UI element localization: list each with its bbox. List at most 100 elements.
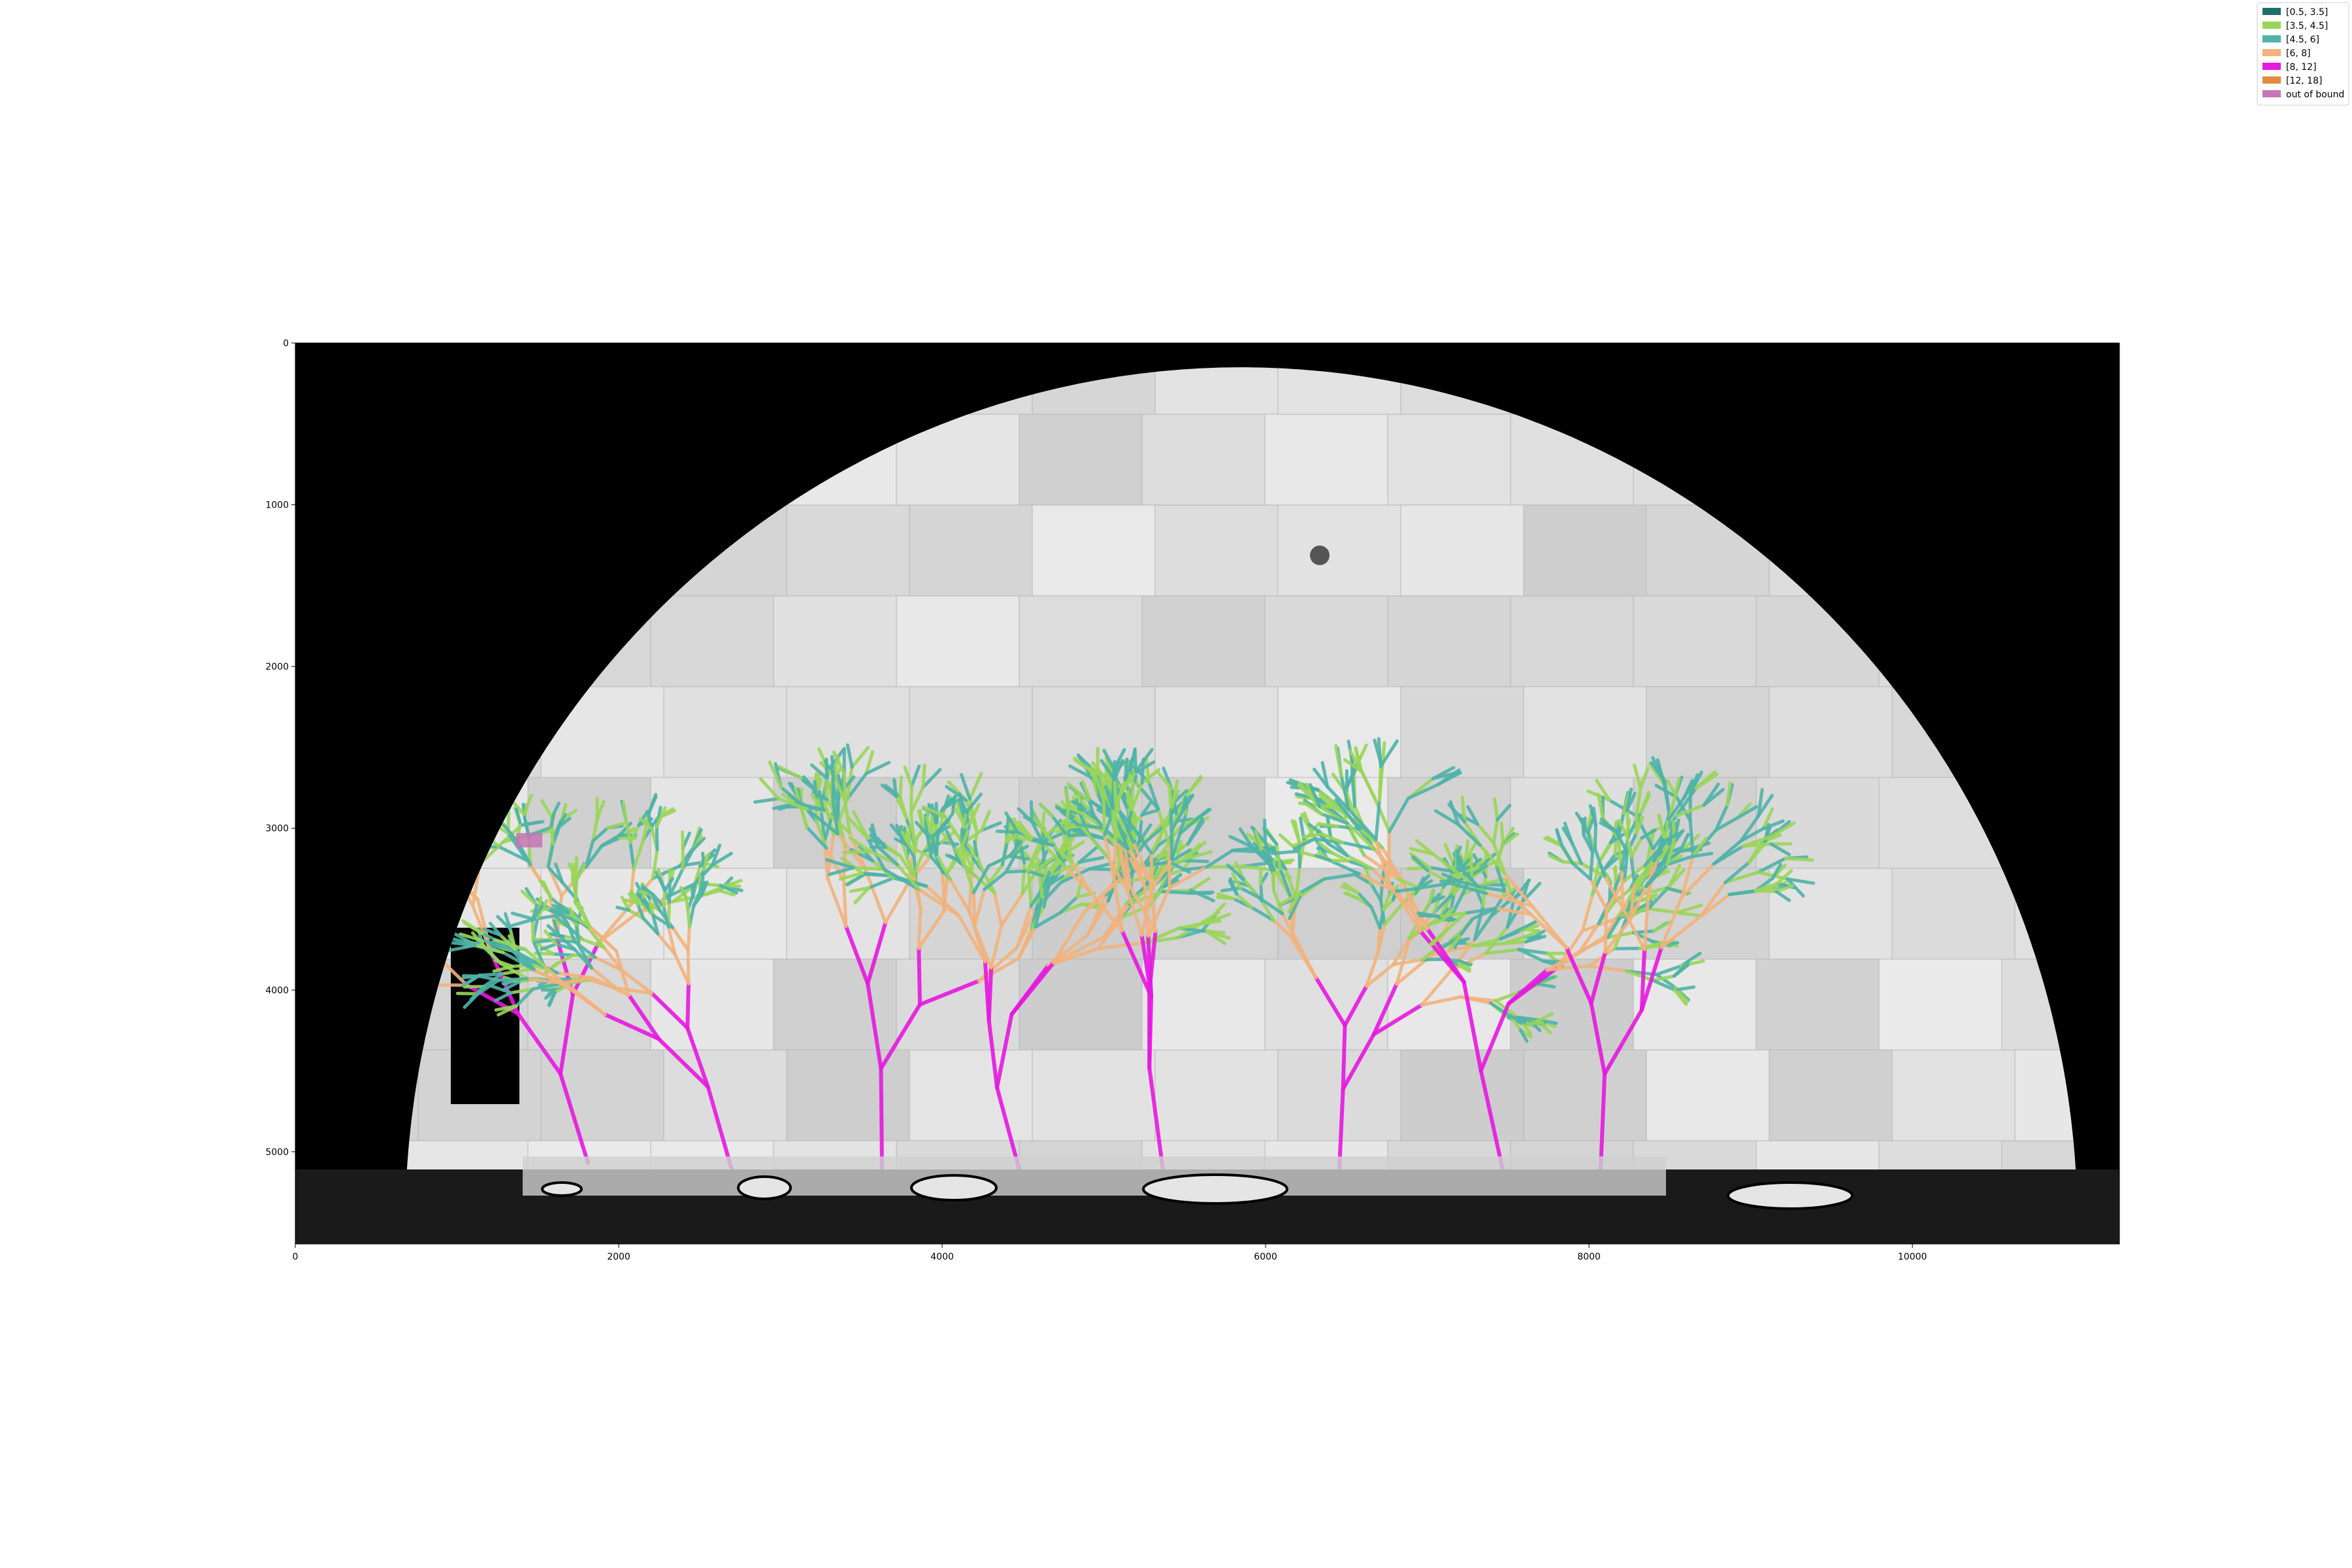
hypha-segment — [1226, 863, 1246, 881]
hypha-segment — [1526, 1021, 1544, 1026]
legend-label: [4.5, 6] — [2286, 35, 2319, 45]
hypha-segment — [992, 891, 1004, 928]
legend-swatch — [2262, 63, 2281, 70]
hypha-segment — [983, 870, 1008, 891]
hypha-segment — [1642, 893, 1650, 951]
hypha-segment — [536, 899, 549, 920]
hypha-segment — [1035, 855, 1056, 872]
hypha-segment — [566, 911, 592, 928]
hypha-segment — [879, 1066, 884, 1171]
hypha-segment — [909, 785, 925, 815]
hypha-segment — [620, 896, 631, 912]
hypha-segment — [1640, 828, 1657, 840]
hypha-segment — [813, 779, 819, 800]
hypha-segment — [1231, 872, 1242, 890]
legend-label: [8, 12] — [2286, 62, 2317, 73]
hypha-segment — [958, 798, 966, 821]
hypha-segment — [1017, 807, 1034, 823]
hypha-segment — [1365, 962, 1396, 988]
hypha-segment — [1051, 843, 1074, 865]
hypha-segment — [686, 907, 691, 928]
hypha-segment — [662, 905, 670, 929]
mosaic-tile — [2138, 1050, 2261, 1141]
hypha-segment — [1181, 794, 1194, 814]
hypha-segment — [1260, 899, 1275, 923]
hypha-segment — [1756, 857, 1788, 874]
hypha-segment — [501, 951, 536, 972]
mosaic-tile — [1277, 504, 1401, 596]
hypha-segment — [1022, 851, 1041, 872]
hypha-segment — [1344, 810, 1362, 831]
hypha-segment — [1599, 1071, 1607, 1171]
hypha-segment — [464, 973, 482, 986]
hypha-segment — [1205, 912, 1232, 924]
hypha-segment — [1466, 805, 1479, 826]
hypha-segment — [650, 894, 662, 913]
hypha-segment — [838, 871, 864, 881]
mosaic-tile — [787, 1232, 909, 1322]
hypha-segment — [1238, 827, 1254, 849]
hypha-segment — [1277, 891, 1301, 907]
hypha-segment — [1319, 812, 1349, 825]
hypha-segment — [706, 1085, 734, 1171]
hypha-segment — [1570, 840, 1584, 866]
hypha-segment — [1147, 929, 1158, 994]
hypha-segment — [1149, 825, 1167, 855]
hypha-segment — [1081, 779, 1092, 802]
hypha-segment — [574, 879, 578, 905]
hypha-segment — [1113, 777, 1118, 809]
mosaic-tile — [663, 686, 787, 778]
hypha-segment — [1663, 779, 1671, 815]
hypha-segment — [559, 803, 568, 821]
hypha-segment — [580, 938, 606, 949]
hypha-segment — [662, 888, 667, 909]
hypha-segment — [1431, 766, 1456, 781]
hypha-segment — [1271, 888, 1284, 916]
hypha-segment — [1622, 907, 1646, 951]
hypha-segment — [702, 854, 709, 872]
dark-spot — [1310, 546, 1330, 565]
hypha-segment — [927, 802, 938, 825]
hypha-segment — [1503, 889, 1533, 916]
x-tick-label: 6000 — [1254, 1252, 1277, 1262]
hypha-segment — [591, 826, 610, 843]
hypha-segment — [945, 830, 956, 848]
hypha-segment — [1603, 1008, 1644, 1076]
hypha-segment — [488, 921, 502, 937]
hypha-segment — [909, 845, 933, 859]
hypha-segment — [1100, 759, 1117, 781]
hypha-segment — [911, 851, 925, 878]
mosaic-tile — [909, 1049, 1033, 1141]
hypha-segment — [895, 862, 921, 892]
hypha-segment — [759, 777, 781, 800]
hypha-segment — [1156, 771, 1173, 791]
hypha-segment — [1524, 929, 1546, 944]
hypha-segment — [1058, 895, 1079, 915]
hypha-segment — [1317, 841, 1333, 855]
hypha-segment — [973, 874, 996, 895]
hypha-segment — [777, 796, 809, 811]
hypha-segment — [1409, 847, 1435, 856]
hypha-segment — [1342, 882, 1360, 894]
hypha-segment — [1017, 925, 1037, 960]
hypha-segment — [493, 938, 510, 945]
hypha-segment — [1478, 1002, 1511, 1073]
mosaic-tile — [1019, 414, 1143, 506]
hypha-segment — [494, 1004, 518, 1012]
hypha-segment — [1595, 778, 1611, 802]
hypha-segment — [620, 969, 654, 995]
hypha-segment — [1586, 817, 1595, 835]
hypha-segment — [1444, 911, 1467, 933]
hypha-segment — [945, 785, 968, 802]
hypha-segment — [864, 750, 875, 776]
hypha-segment — [1051, 814, 1068, 835]
hypha-segment — [914, 821, 929, 837]
hypha-segment — [1112, 837, 1117, 881]
hypha-segment — [1364, 866, 1373, 886]
hypha-segment — [710, 851, 733, 867]
hypha-segment — [1546, 836, 1564, 847]
hypha-segment — [679, 886, 688, 900]
hypha-segment — [1455, 870, 1488, 895]
hypha-segment — [686, 924, 691, 953]
hypha-segment — [848, 836, 872, 853]
